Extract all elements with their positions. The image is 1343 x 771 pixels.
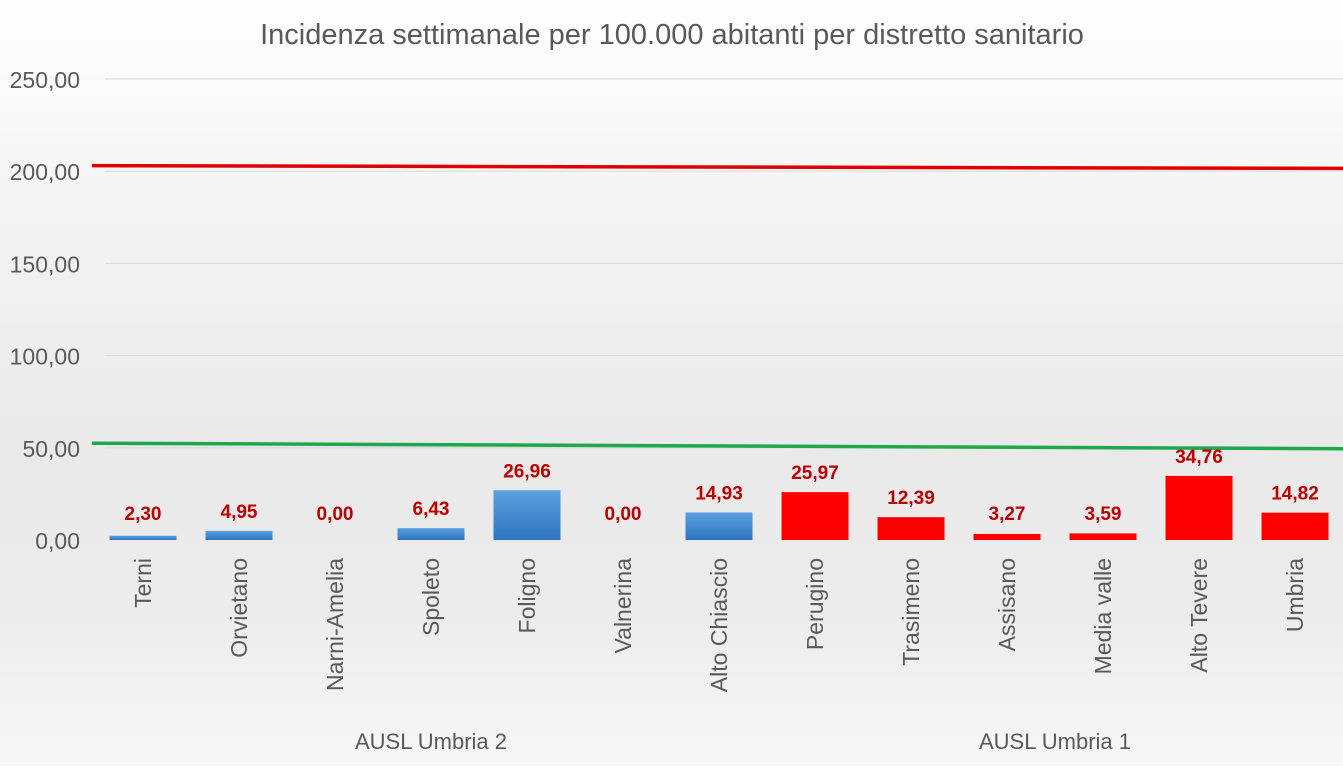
x-tick-label: Valnerina	[610, 558, 636, 654]
data-label: 14,93	[695, 483, 743, 504]
x-tick-label: Terni	[130, 558, 156, 608]
data-label: 4,95	[221, 502, 258, 523]
bar	[109, 535, 177, 540]
bar	[1165, 475, 1233, 540]
x-tick-label: Media valle	[1090, 558, 1116, 674]
x-tick-label: Foligno	[514, 558, 540, 633]
reference-line	[91, 441, 1343, 451]
bar	[397, 528, 465, 540]
data-label: 3,27	[989, 504, 1026, 525]
bar	[685, 512, 753, 540]
data-label: 34,76	[1175, 447, 1223, 468]
data-label: 2,30	[125, 504, 162, 525]
x-tick-label: Narni-Amelia	[322, 558, 348, 691]
bar	[493, 490, 561, 540]
bar	[877, 517, 945, 540]
x-tick-label: Alto Chiascio	[706, 558, 732, 692]
chart-title: Incidenza settimanale per 100.000 abitan…	[260, 19, 1084, 51]
y-tick-label: 200,00	[10, 159, 80, 185]
data-labels: 2,30 4,95 0,00 6,43 26,96 0,00 14,93 25,97 12,39…	[125, 447, 1319, 525]
data-label: 0,00	[605, 504, 642, 525]
y-axis-tick-labels: 0,00 50,00 100,00 150,00 200,00 250,00	[10, 67, 80, 554]
x-tick-label: Umbria	[1282, 558, 1308, 632]
y-tick-label: 150,00	[10, 251, 80, 277]
x-tick-label: Perugino	[802, 558, 828, 650]
bar	[973, 533, 1041, 540]
data-label: 0,00	[317, 504, 354, 525]
x-tick-label: Assisano	[994, 558, 1020, 651]
data-label: 3,59	[1085, 504, 1122, 525]
bar	[205, 530, 273, 540]
y-tick-label: 0,00	[35, 528, 80, 554]
bars	[109, 475, 1329, 540]
data-label: 14,82	[1271, 484, 1319, 505]
group-label: AUSL Umbria 1	[979, 729, 1131, 754]
data-label: 26,96	[503, 461, 551, 482]
group-labels: AUSL Umbria 2 AUSL Umbria 1	[355, 729, 1131, 754]
gridlines	[105, 78, 1343, 449]
y-tick-label: 250,00	[10, 67, 80, 93]
x-tick-label: Trasimeno	[898, 558, 924, 666]
bar	[1261, 512, 1329, 540]
x-tick-label: Spoleto	[418, 558, 444, 636]
group-label: AUSL Umbria 2	[355, 729, 507, 754]
x-axis-tick-labels: Terni Orvietano Narni-Amelia Spoleto Foligno…	[130, 558, 1308, 692]
bar	[781, 492, 849, 540]
reference-lines	[91, 163, 1343, 451]
y-tick-label: 100,00	[10, 344, 80, 370]
x-tick-label: Alto Tevere	[1186, 558, 1212, 673]
data-label: 12,39	[887, 488, 935, 509]
x-tick-label: Orvietano	[226, 558, 252, 658]
bar	[1069, 533, 1137, 540]
reference-line	[91, 163, 1343, 171]
data-label: 6,43	[413, 499, 450, 520]
data-label: 25,97	[791, 463, 839, 484]
y-tick-label: 50,00	[22, 436, 80, 462]
